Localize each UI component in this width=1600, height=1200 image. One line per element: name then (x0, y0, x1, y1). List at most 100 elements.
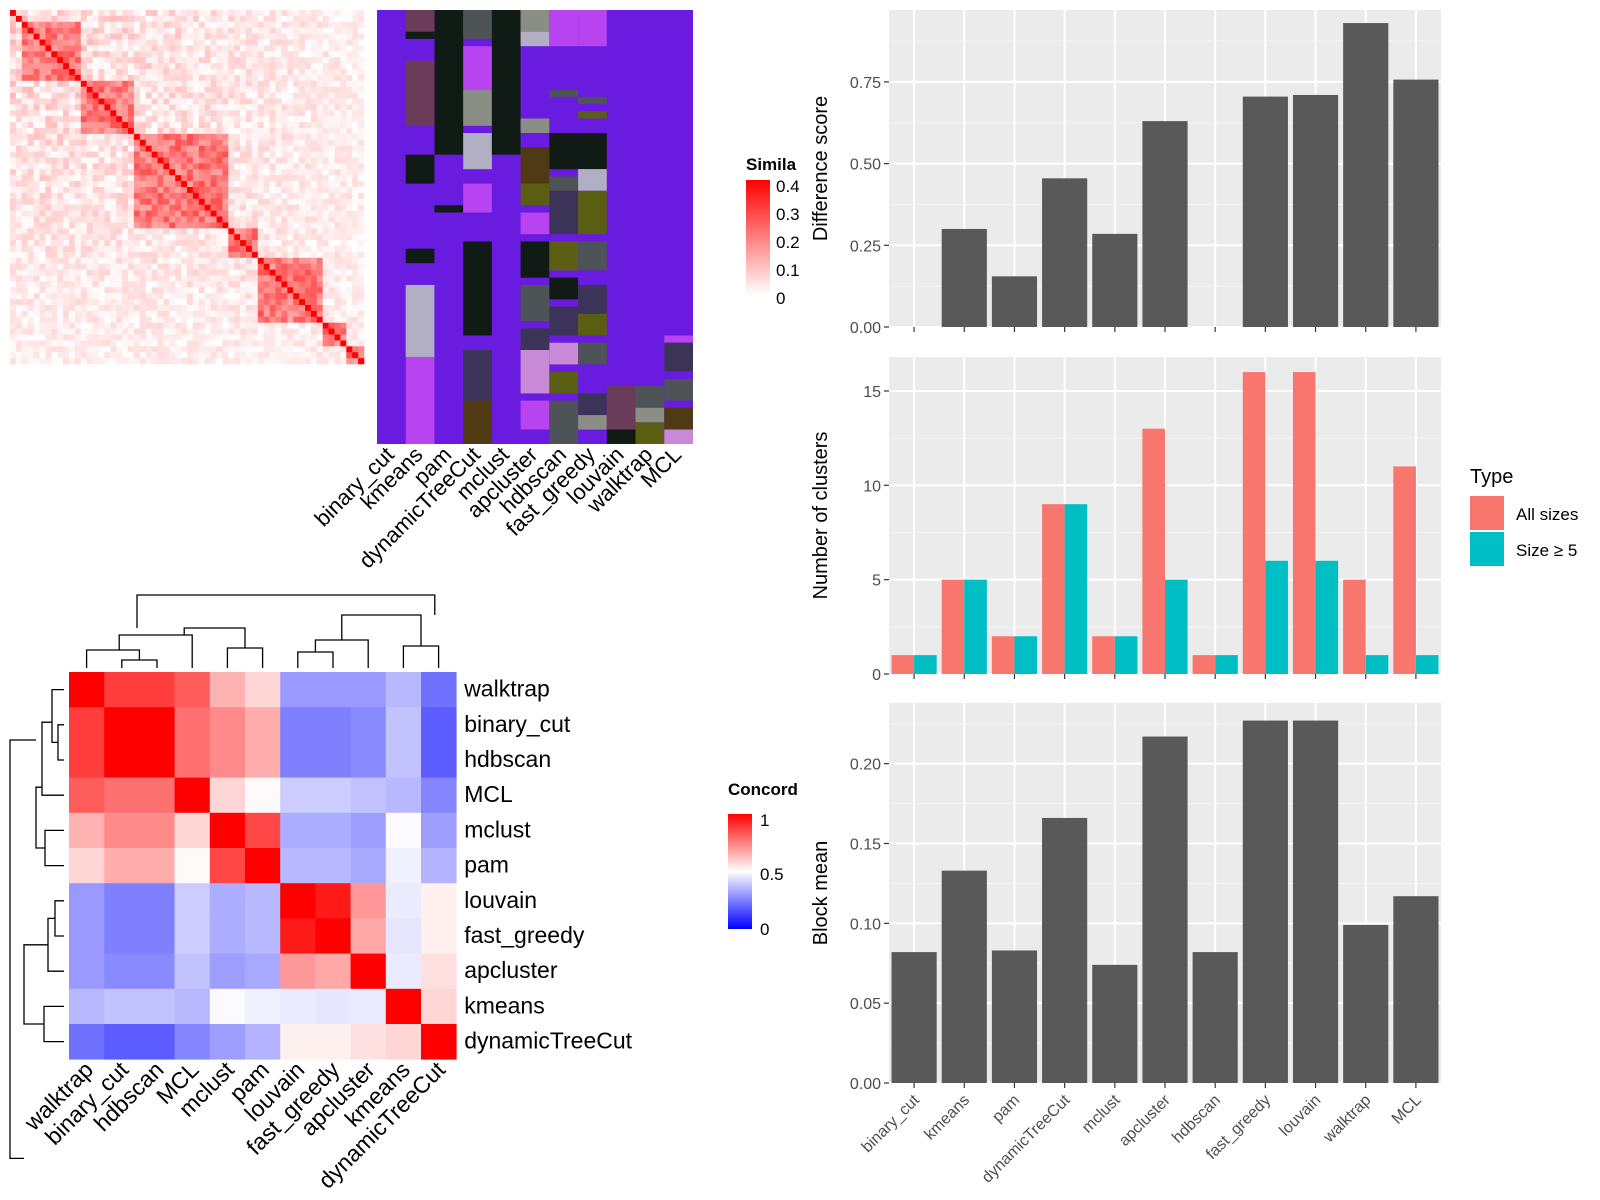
similarity-cell (340, 192, 347, 200)
similarity-cell (122, 80, 129, 87)
similarity-cell (310, 163, 318, 170)
similarity-cell (163, 15, 170, 23)
similarity-cell (251, 358, 259, 365)
similarity-cell (27, 234, 34, 241)
similarity-cell (234, 275, 241, 282)
similarity-cell (328, 251, 335, 259)
similarity-cell (275, 116, 282, 123)
similarity-cell (39, 346, 46, 353)
similarity-cell (69, 51, 76, 58)
similarity-cell (86, 39, 93, 46)
similarity-cell (187, 275, 194, 282)
similarity-cell (281, 151, 288, 158)
similarity-cell (10, 251, 17, 259)
similarity-cell (151, 275, 158, 282)
similarity-cell (275, 57, 282, 64)
partition-cell (578, 169, 607, 191)
partition-cell (463, 183, 492, 213)
similarity-cell (122, 204, 129, 211)
partition-cell (520, 350, 550, 394)
similarity-cell (57, 139, 64, 146)
similarity-cell (187, 128, 194, 135)
similarity-cell (57, 98, 64, 105)
similarity-cell (104, 139, 111, 146)
similarity-cell (27, 310, 34, 318)
concordance-cell (421, 848, 457, 884)
similarity-cell (181, 287, 188, 294)
similarity-cell (33, 228, 40, 235)
similarity-cell (234, 122, 241, 129)
bar (1292, 372, 1316, 674)
similarity-cell (316, 74, 323, 82)
similarity-cell (133, 293, 141, 300)
similarity-cell (263, 169, 270, 176)
similarity-cell (163, 33, 170, 40)
similarity-cell (80, 27, 87, 34)
similarity-cell (222, 39, 229, 46)
similarity-cell (86, 92, 93, 99)
similarity-cell (116, 122, 123, 129)
similarity-cell (358, 128, 365, 135)
partition-cell (578, 111, 607, 119)
similarity-cell (104, 299, 111, 306)
dendrogram-branch (183, 627, 246, 648)
similarity-cell (10, 281, 17, 288)
similarity-cell (328, 181, 335, 188)
similarity-cell (169, 228, 176, 235)
similarity-cell (257, 163, 264, 170)
similarity-cell (192, 98, 200, 105)
similarity-cell (240, 181, 247, 188)
similarity-cell (305, 251, 312, 259)
similarity-cell (175, 151, 182, 158)
similarity-cell (181, 122, 188, 129)
similarity-cell (33, 104, 40, 111)
similarity-cell (222, 157, 229, 164)
similarity-cell (157, 334, 164, 341)
similarity-cell (257, 21, 264, 28)
similarity-cell (263, 175, 270, 182)
similarity-cell (33, 139, 40, 146)
similarity-cell (192, 334, 200, 341)
similarity-cell (57, 269, 64, 276)
similarity-cell (328, 305, 335, 312)
similarity-cell (51, 305, 58, 312)
similarity-cell (228, 228, 235, 235)
concordance-cell (315, 672, 351, 708)
similarity-cell (104, 281, 111, 288)
similarity-cell (251, 346, 259, 353)
similarity-cell (116, 187, 123, 194)
similarity-cell (340, 92, 347, 99)
partition-cell (520, 183, 550, 206)
similarity-cell (122, 234, 129, 241)
similarity-cell (33, 328, 40, 335)
similarity-cell (63, 293, 70, 300)
similarity-cell (39, 293, 46, 300)
similarity-cell (122, 198, 129, 205)
similarity-cell (104, 80, 111, 87)
similarity-cell (328, 216, 335, 223)
similarity-cell (240, 287, 247, 294)
similarity-cell (98, 310, 105, 318)
similarity-cell (63, 39, 70, 46)
similarity-cell (204, 151, 211, 158)
similarity-cell (293, 328, 300, 335)
similarity-cell (104, 45, 111, 52)
similarity-cell (305, 287, 312, 294)
similarity-cell (104, 216, 111, 223)
similarity-cell (222, 116, 229, 123)
similarity-cell (116, 98, 123, 105)
similarity-cell (104, 92, 111, 99)
similarity-cell (192, 251, 200, 259)
partition-cell (520, 10, 550, 32)
similarity-cell (122, 21, 129, 28)
similarity-cell (192, 80, 200, 87)
similarity-cell (21, 216, 28, 223)
similarity-cell (251, 145, 259, 152)
similarity-cell (57, 45, 64, 52)
similarity-cell (133, 98, 141, 105)
similarity-cell (316, 163, 323, 170)
similarity-cell (98, 45, 105, 52)
similarity-cell (133, 234, 141, 241)
similarity-cell (198, 275, 205, 282)
concordance-cell (421, 883, 457, 919)
